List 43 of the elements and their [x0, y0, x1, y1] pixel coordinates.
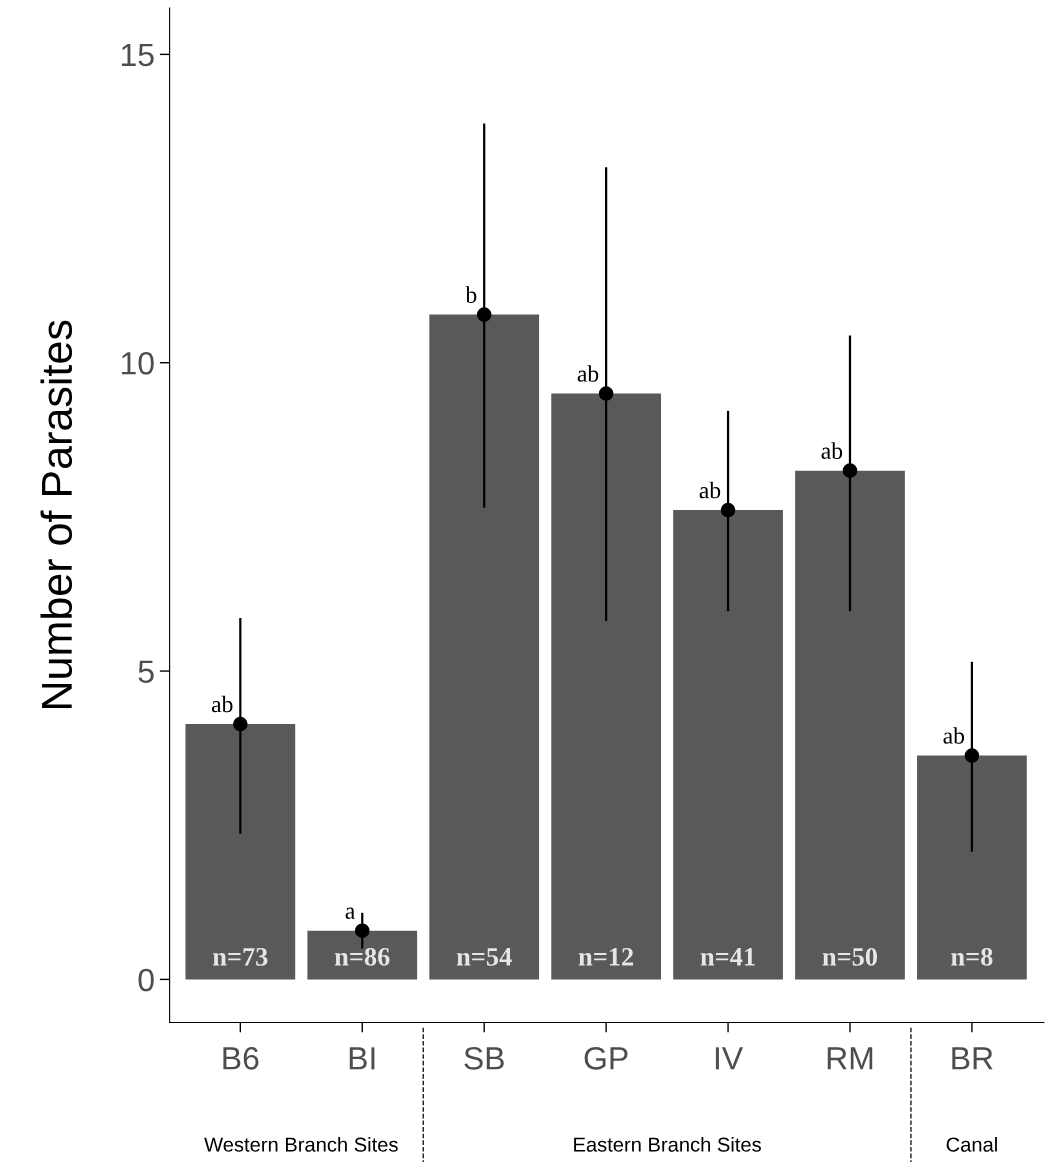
y-tick-label: 15	[121, 43, 154, 67]
text: Canal	[946, 1136, 997, 1152]
y-tick-label: 0	[138, 968, 154, 992]
point	[354, 923, 370, 938]
annotation: ab	[821, 442, 843, 459]
x-tick-label: RM	[827, 1047, 873, 1070]
annotation: ab	[943, 727, 965, 744]
bar	[673, 510, 783, 980]
y-tick-label: 10	[121, 351, 154, 375]
point	[964, 748, 980, 763]
annotation: ab	[699, 481, 721, 499]
annotation: n=12	[578, 947, 634, 966]
annotation: b	[465, 286, 477, 303]
annotation: n=50	[822, 947, 878, 966]
bar	[185, 724, 296, 980]
annotation: n=73	[212, 947, 268, 966]
bar	[917, 755, 1027, 980]
x-tick-label: SB	[464, 1047, 504, 1070]
text: Western Branch Sites	[204, 1136, 398, 1152]
annotation: n=86	[334, 947, 390, 966]
point	[476, 307, 492, 322]
text: Eastern Branch Sites	[574, 1136, 761, 1152]
x-tick-label: GP	[584, 1047, 628, 1070]
annotation: n=41	[700, 948, 755, 966]
bar	[795, 470, 905, 980]
annotation: n=54	[456, 948, 512, 966]
bar	[551, 393, 661, 980]
point	[233, 716, 248, 732]
annotation: a	[345, 907, 355, 919]
y-axis-title: Number of Parasites	[40, 320, 73, 709]
x-tick-label: BR	[952, 1047, 993, 1070]
y-tick-label: 5	[138, 660, 154, 683]
annotation: ab	[577, 365, 599, 382]
annotation: ab	[211, 695, 233, 713]
bar	[307, 930, 418, 980]
x-tick-label: B6	[223, 1047, 259, 1070]
bar	[429, 314, 540, 980]
annotation: n=8	[951, 947, 993, 966]
point	[720, 502, 736, 518]
point	[598, 386, 614, 401]
x-tick-label: BI	[349, 1047, 375, 1070]
point	[842, 463, 858, 478]
x-tick-label: IV	[715, 1047, 744, 1070]
